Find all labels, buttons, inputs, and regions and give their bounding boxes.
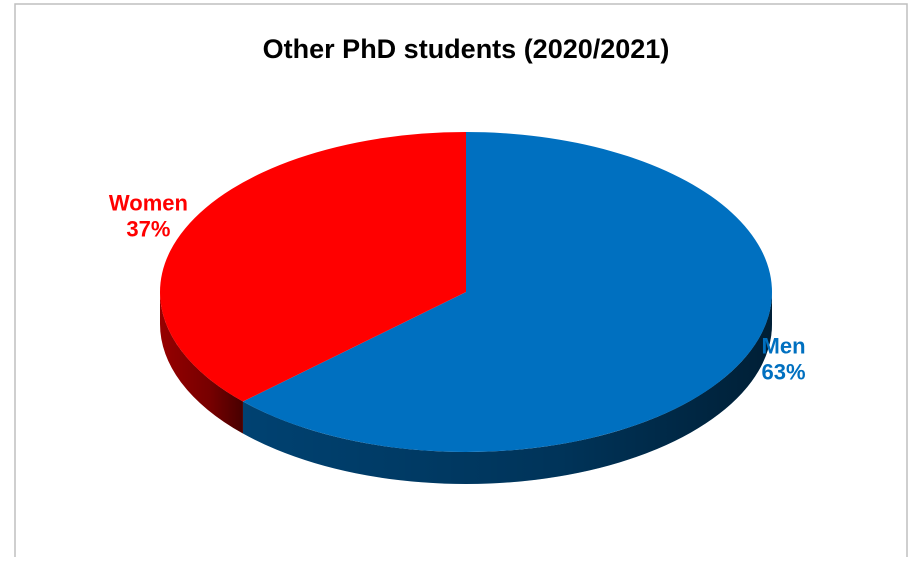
value-label: 63% — [762, 359, 806, 384]
data-label: Women 37% — [109, 191, 188, 242]
value-label: 37% — [126, 217, 170, 242]
category-label: Women — [109, 191, 188, 216]
slice — [242, 132, 772, 453]
slice — [160, 132, 466, 402]
chart-title: Other PhD students (2020/2021) — [263, 34, 670, 64]
slice-side-shade — [242, 292, 772, 484]
data-label: Men 63% — [762, 333, 806, 384]
pie: Men 63% Women 37% — [109, 132, 806, 484]
slice-side-shade — [160, 292, 243, 434]
category-label: Men — [762, 333, 806, 358]
